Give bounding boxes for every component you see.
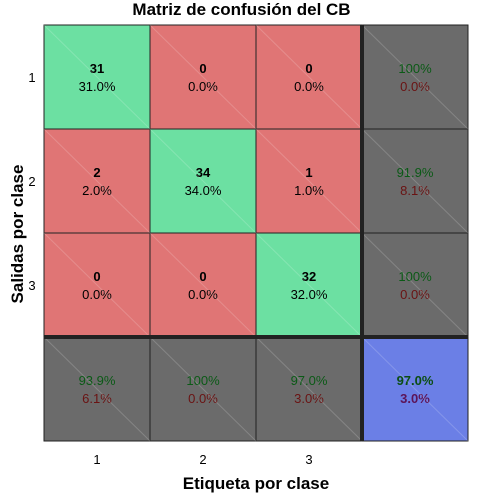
cell-3-1 bbox=[43, 232, 151, 338]
cell-percent-1-2: 0.0% bbox=[188, 79, 218, 94]
column-summary-cell-1 bbox=[43, 336, 151, 442]
cell-sheen bbox=[43, 232, 151, 338]
cell-sheen bbox=[149, 24, 257, 130]
cell-sheen bbox=[361, 24, 469, 130]
cell-sheen bbox=[255, 128, 363, 234]
cell-sheen bbox=[361, 232, 469, 338]
row-summary-correct-2: 91.9% bbox=[397, 165, 434, 180]
cell-count-1-2: 0 bbox=[199, 61, 206, 76]
column-summary-correct-1: 93.9% bbox=[79, 373, 116, 388]
x-axis-label: Etiqueta por clase bbox=[182, 474, 330, 493]
column-summary-cell-2 bbox=[149, 336, 257, 442]
cell-sheen bbox=[361, 128, 469, 234]
cell-sheen bbox=[43, 128, 151, 234]
cell-3-3 bbox=[255, 232, 363, 338]
cell-percent-2-3: 1.0% bbox=[294, 183, 324, 198]
row-summary-correct-1: 100% bbox=[398, 61, 432, 76]
y-tick-label-3: 3 bbox=[28, 278, 35, 293]
cell-percent-3-1: 0.0% bbox=[82, 287, 112, 302]
cell-count-3-2: 0 bbox=[199, 269, 206, 284]
y-tick-label-2: 2 bbox=[28, 174, 35, 189]
cell-percent-2-1: 2.0% bbox=[82, 183, 112, 198]
cell-count-1-1: 31 bbox=[90, 61, 104, 76]
cell-sheen bbox=[149, 232, 257, 338]
cell-count-3-1: 0 bbox=[93, 269, 100, 284]
row-summary-error-2: 8.1% bbox=[400, 183, 430, 198]
x-tick-label-2: 2 bbox=[199, 452, 206, 467]
cell-count-1-3: 0 bbox=[305, 61, 312, 76]
cell-sheen bbox=[43, 24, 151, 130]
x-tick-label-3: 3 bbox=[305, 452, 312, 467]
cell-sheen bbox=[43, 336, 151, 442]
row-summary-cell-1 bbox=[361, 24, 469, 130]
column-summary-error-2: 0.0% bbox=[188, 391, 218, 406]
cell-sheen bbox=[149, 336, 257, 442]
cell-2-2 bbox=[149, 128, 257, 234]
cell-percent-1-1: 31.0% bbox=[79, 79, 116, 94]
cell-sheen bbox=[149, 128, 257, 234]
overall-correct: 97.0% bbox=[397, 373, 434, 388]
x-tick-label-1: 1 bbox=[93, 452, 100, 467]
chart-title: Matriz de confusión del CB bbox=[132, 0, 351, 19]
cell-percent-3-2: 0.0% bbox=[188, 287, 218, 302]
cell-1-1 bbox=[43, 24, 151, 130]
y-tick-label-1: 1 bbox=[28, 70, 35, 85]
column-summary-error-3: 3.0% bbox=[294, 391, 324, 406]
overall-cell bbox=[361, 336, 469, 442]
cell-2-1 bbox=[43, 128, 151, 234]
cell-sheen bbox=[255, 24, 363, 130]
cell-sheen bbox=[255, 232, 363, 338]
cell-count-2-1: 2 bbox=[93, 165, 100, 180]
cell-2-3 bbox=[255, 128, 363, 234]
cell-sheen bbox=[361, 336, 469, 442]
column-summary-correct-3: 97.0% bbox=[291, 373, 328, 388]
row-summary-error-3: 0.0% bbox=[400, 287, 430, 302]
row-summary-correct-3: 100% bbox=[398, 269, 432, 284]
cell-sheen bbox=[255, 336, 363, 442]
row-summary-cell-2 bbox=[361, 128, 469, 234]
overall-error: 3.0% bbox=[400, 391, 430, 406]
cell-1-3 bbox=[255, 24, 363, 130]
cell-count-2-3: 1 bbox=[305, 165, 312, 180]
cell-count-3-3: 32 bbox=[302, 269, 316, 284]
column-summary-correct-2: 100% bbox=[186, 373, 220, 388]
cell-percent-3-3: 32.0% bbox=[291, 287, 328, 302]
column-summary-error-1: 6.1% bbox=[82, 391, 112, 406]
row-summary-cell-3 bbox=[361, 232, 469, 338]
row-summary-error-1: 0.0% bbox=[400, 79, 430, 94]
cell-count-2-2: 34 bbox=[196, 165, 211, 180]
cell-percent-1-3: 0.0% bbox=[294, 79, 324, 94]
cell-percent-2-2: 34.0% bbox=[185, 183, 222, 198]
column-summary-cell-3 bbox=[255, 336, 363, 442]
